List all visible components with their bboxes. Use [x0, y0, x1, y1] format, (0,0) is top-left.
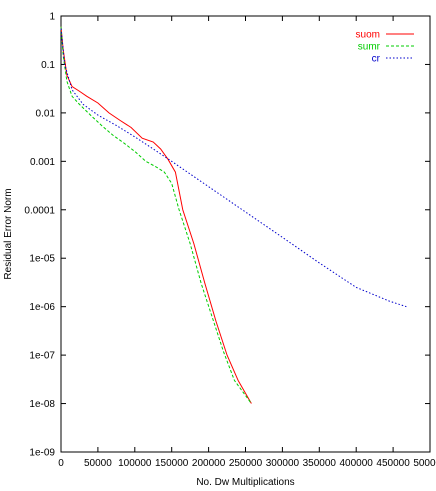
axis-ticks	[60, 15, 431, 453]
x-tick-label: 500000	[413, 458, 436, 469]
y-tick-label: 0.001	[30, 157, 55, 168]
y-tick-label: 1e-09	[29, 448, 55, 459]
x-tick-label: 150000	[155, 458, 189, 469]
x-tick-label: 400000	[340, 458, 374, 469]
legend-label-sumr: sumr	[358, 42, 381, 53]
y-tick-label: 1	[49, 12, 55, 23]
x-tick-label: 350000	[303, 458, 337, 469]
legend-label-suom: suom	[356, 30, 380, 41]
y-axis-title: Residual Error Norm	[3, 188, 14, 279]
series-line-suom	[60, 26, 252, 404]
x-tick-label: 50000	[84, 458, 112, 469]
x-tick-label: 250000	[229, 458, 263, 469]
x-tick-label: 100000	[118, 458, 152, 469]
series-layer	[60, 26, 407, 404]
plot-frame	[60, 15, 431, 453]
y-tick-label: 0.0001	[24, 205, 55, 216]
y-tick-label: 1e-08	[29, 399, 55, 410]
y-tick-label: 1e-05	[29, 254, 55, 265]
x-axis-title: No. Dw Multiplications	[196, 477, 294, 488]
axis-tick-labels: 0 50000 100000 150000 200000 250000 300000 3500…	[24, 12, 436, 470]
y-tick-label: 1e-06	[29, 302, 55, 313]
series-line-sumr	[60, 26, 252, 404]
x-tick-label: 450000	[376, 458, 410, 469]
y-tick-label: 0.01	[36, 108, 56, 119]
y-tick-label: 0.1	[41, 60, 55, 71]
x-tick-label: 0	[58, 458, 64, 469]
x-tick-label: 300000	[266, 458, 300, 469]
legend-label-cr: cr	[372, 54, 381, 65]
x-tick-label: 200000	[192, 458, 226, 469]
y-tick-label: 1e-07	[29, 351, 55, 362]
series-line-cr	[60, 28, 407, 308]
